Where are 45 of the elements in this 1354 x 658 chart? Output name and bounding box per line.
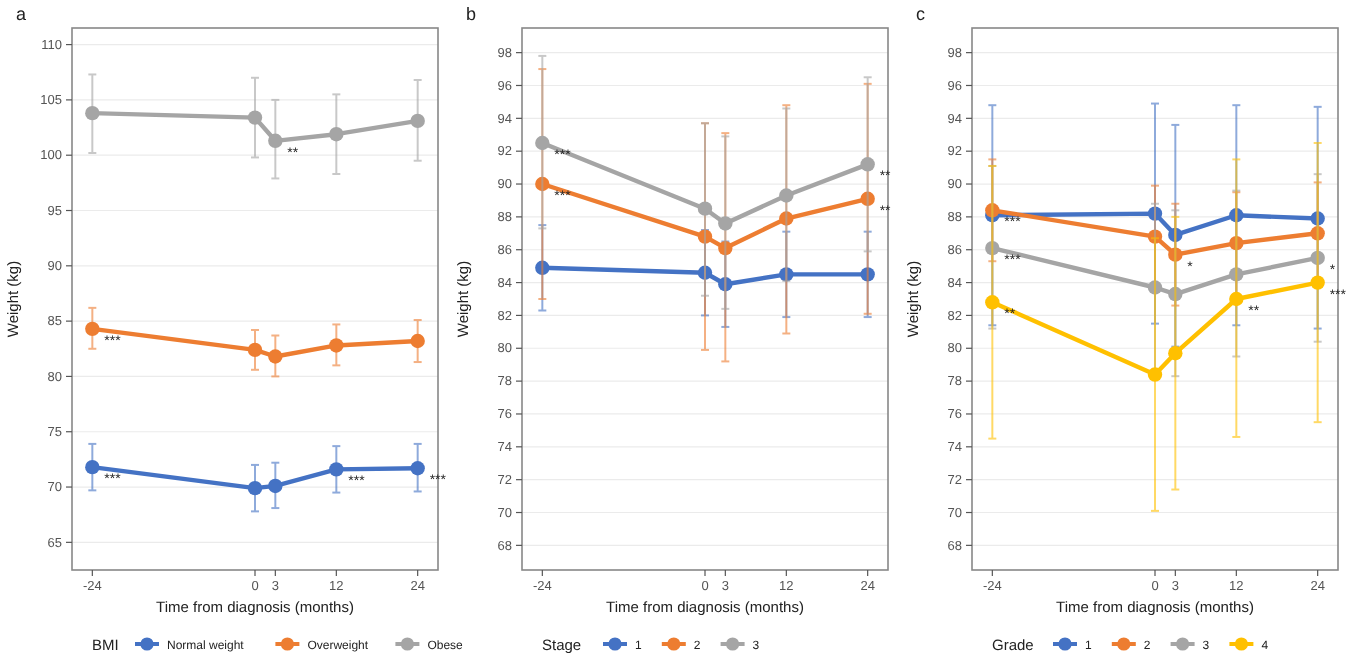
point — [535, 135, 550, 151]
point — [1147, 367, 1163, 382]
point — [1168, 286, 1183, 302]
point — [1168, 247, 1183, 262]
point — [85, 321, 100, 337]
point — [1310, 226, 1325, 241]
point — [779, 188, 794, 203]
point — [268, 478, 283, 494]
point — [860, 157, 875, 172]
point — [860, 267, 875, 282]
point — [85, 105, 100, 121]
point — [985, 295, 1000, 310]
point — [535, 176, 550, 192]
point — [1229, 208, 1244, 223]
point — [1229, 235, 1244, 251]
point — [1310, 250, 1325, 266]
chart-title: b — [466, 4, 477, 24]
point — [85, 459, 100, 475]
point — [1310, 275, 1325, 290]
point — [247, 342, 263, 358]
point — [410, 113, 425, 129]
chart-title: a — [16, 4, 27, 24]
point — [718, 216, 733, 231]
point — [1310, 211, 1325, 226]
point — [410, 333, 425, 349]
point — [985, 240, 1000, 256]
point — [985, 203, 1000, 218]
point — [860, 191, 875, 207]
point — [329, 462, 344, 477]
point — [1168, 227, 1183, 243]
chart-title: c — [916, 4, 926, 24]
point — [329, 338, 344, 353]
point — [718, 277, 733, 292]
point — [1147, 280, 1163, 295]
point — [697, 265, 713, 280]
point — [247, 480, 263, 496]
point — [268, 349, 283, 364]
point — [329, 126, 344, 142]
point — [410, 461, 425, 476]
point — [535, 260, 550, 275]
point — [247, 110, 263, 125]
point — [1229, 267, 1244, 282]
point — [697, 201, 713, 216]
point — [268, 133, 283, 149]
point — [779, 211, 794, 226]
